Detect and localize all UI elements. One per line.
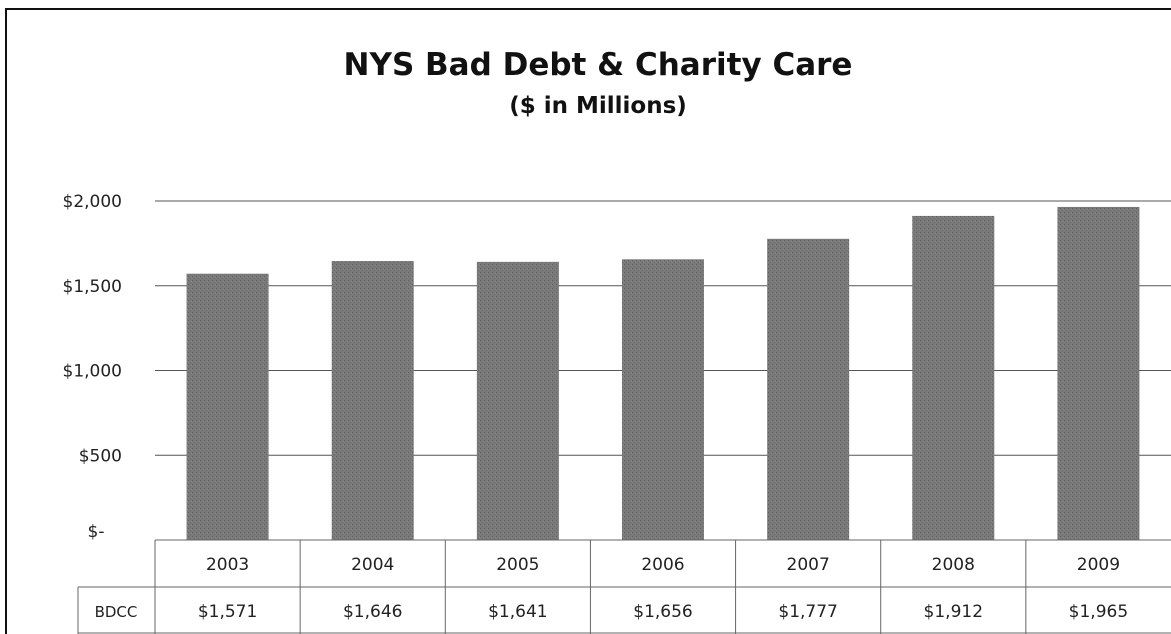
chart-title: NYS Bad Debt & Charity Care — [344, 47, 853, 83]
bar-2003 — [186, 273, 269, 540]
data-label: $1,777 — [778, 602, 837, 622]
category-label: 2004 — [351, 555, 394, 575]
bar-2004 — [331, 261, 414, 540]
table-series-name: BDCC — [95, 603, 138, 621]
bar-2006 — [622, 259, 704, 540]
data-label: $1,656 — [633, 602, 692, 622]
bar-2007 — [767, 238, 850, 540]
y-tick-label: $2,000 — [63, 192, 122, 212]
data-label: $1,571 — [198, 602, 257, 622]
category-label: 2006 — [641, 555, 684, 575]
data-table: BDCC 2003 $1,571 2004 $1,646 2005 $1,641 2006 $1… — [77, 539, 1171, 634]
category-label: 2008 — [932, 555, 975, 575]
bar-2005 — [476, 261, 559, 540]
y-tick-label: $1,000 — [63, 362, 122, 382]
data-label: $1,912 — [924, 602, 983, 622]
y-tick-label: $500 — [79, 446, 122, 466]
bars — [186, 206, 1140, 540]
category-label: 2005 — [496, 555, 539, 575]
category-label: 2003 — [206, 555, 249, 575]
data-label: $1,965 — [1069, 602, 1128, 622]
category-label: 2007 — [787, 555, 830, 575]
bar-2008 — [912, 215, 995, 540]
data-label: $1,646 — [343, 602, 402, 622]
y-axis-ticks: $- $500 $1,000 $1,500 $2,000 — [63, 192, 122, 542]
category-label: 2009 — [1077, 555, 1120, 575]
y-tick-label: $1,500 — [63, 277, 122, 297]
y-tick-label: $- — [88, 522, 105, 542]
chart-frame — [5, 8, 1171, 634]
data-label: $1,641 — [488, 602, 547, 622]
chart-subtitle: ($ in Millions) — [509, 93, 687, 119]
bar-2009 — [1057, 206, 1140, 540]
